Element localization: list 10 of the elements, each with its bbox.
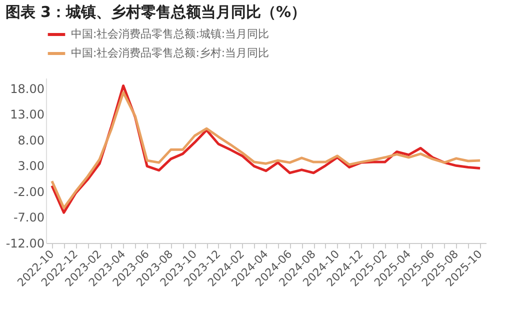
chart-title: 图表 3：城镇、乡村零售总额当月同比（%） bbox=[5, 3, 306, 21]
y-tick-label: -12.00 bbox=[6, 236, 44, 250]
y-tick-label: 13.00 bbox=[10, 108, 44, 122]
y-tick-label: 18.00 bbox=[10, 82, 44, 96]
y-tick-label: -2.00 bbox=[13, 184, 44, 199]
legend-label: 中国:社会消费品零售总额:城镇:当月同比 bbox=[71, 28, 270, 40]
legend-label: 中国:社会消费品零售总额:乡村:当月同比 bbox=[71, 46, 270, 60]
y-tick-label: -7.00 bbox=[13, 210, 44, 225]
y-tick-label: 3.00 bbox=[18, 159, 44, 174]
y-tick-label: 8.00 bbox=[18, 133, 44, 148]
